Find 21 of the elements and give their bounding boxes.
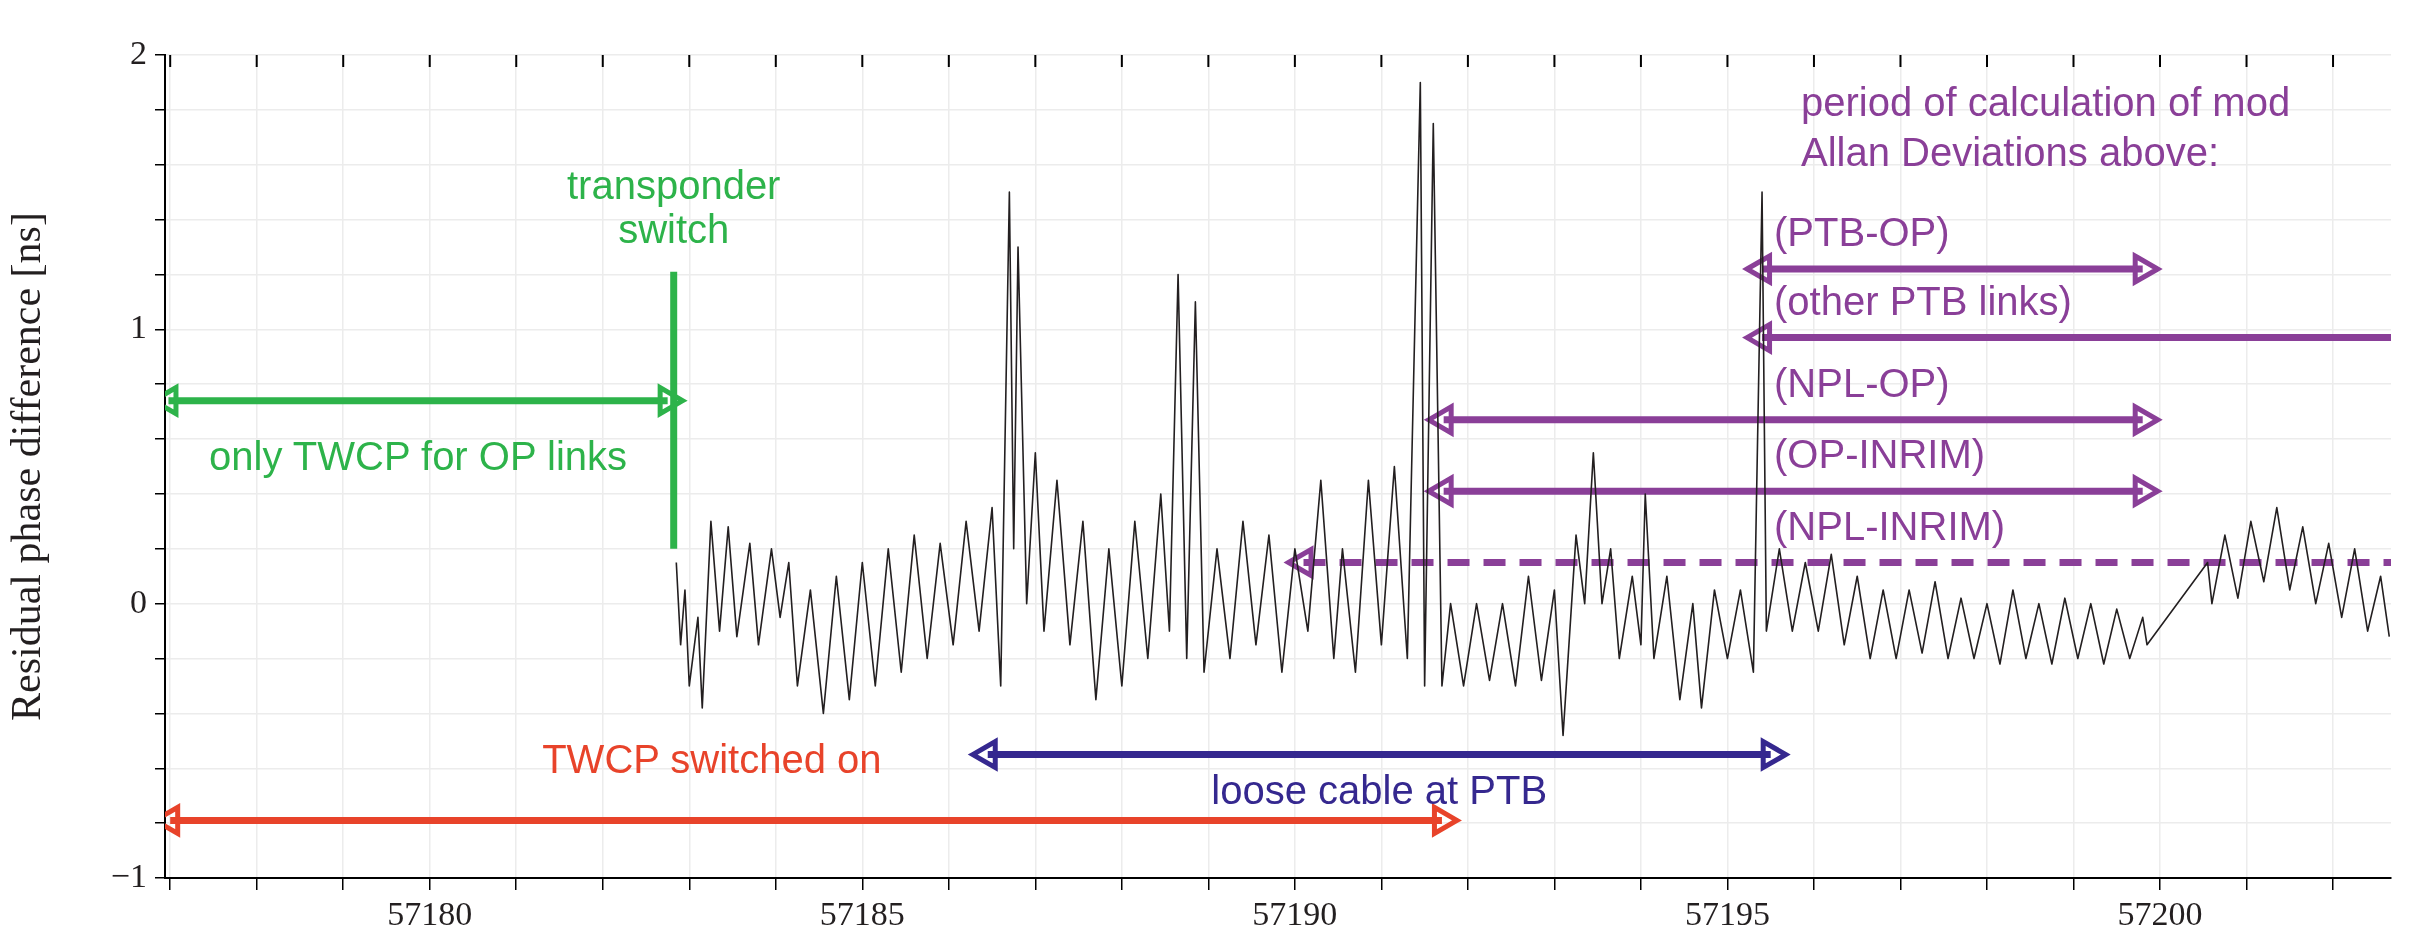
annotation: period of calculation of mod xyxy=(1801,80,2291,125)
series-label: (OP-INRIM) xyxy=(1774,432,1986,477)
x-tick-label: 57190 xyxy=(1252,895,1338,933)
x-tick-label: 57180 xyxy=(387,895,473,933)
series-label: TWCP switched on xyxy=(542,737,882,782)
y-tick-label: −1 xyxy=(110,856,147,894)
series-label: (PTB-OP) xyxy=(1774,210,1950,255)
series-label: (NPL-INRIM) xyxy=(1774,503,2006,548)
x-tick-label: 57185 xyxy=(819,895,905,933)
y-axis-title: Residual phase difference [ns] xyxy=(3,212,50,721)
y-tick-label: 2 xyxy=(130,33,147,71)
series-label: transponder switch xyxy=(566,162,781,251)
series-label: (other PTB links) xyxy=(1774,278,2072,323)
series-label: loose cable at PTB xyxy=(1211,767,1548,812)
annotation: Allan Deviations above: xyxy=(1801,130,2220,175)
series-label: (NPL-OP) xyxy=(1774,360,1950,405)
x-tick-label: 57195 xyxy=(1684,895,1770,933)
series-label: only TWCP for OP links xyxy=(209,433,628,478)
x-tick-label: 57200 xyxy=(2117,895,2203,933)
y-tick-label: 0 xyxy=(130,582,147,620)
y-tick-label: 1 xyxy=(130,308,147,346)
